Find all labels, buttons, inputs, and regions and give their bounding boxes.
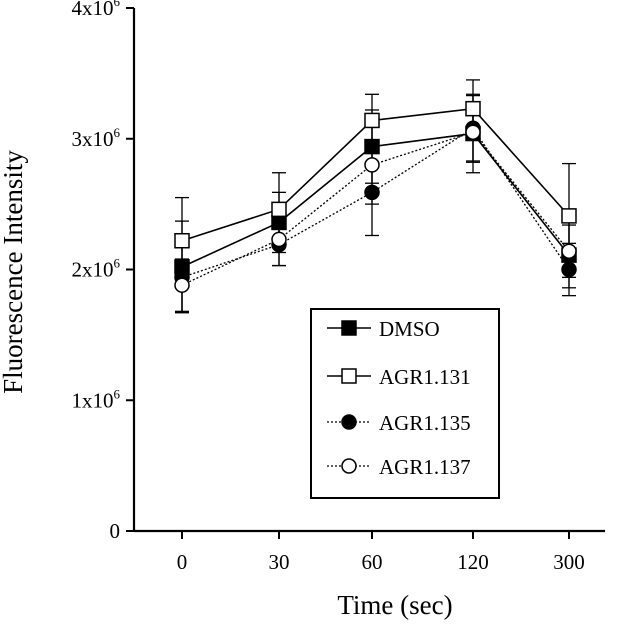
data-point	[271, 231, 287, 248]
x-axis-title: Time (sec)	[337, 590, 452, 620]
plot-area	[174, 79, 577, 314]
legend-marker	[341, 368, 357, 384]
y-tick-exponent: 6	[114, 256, 121, 271]
legend-label: AGR1.131	[379, 365, 471, 389]
y-tick-base: 3x10	[72, 127, 114, 151]
y-tick-exponent: 6	[114, 386, 121, 401]
x-tick-label: 0	[177, 550, 188, 574]
data-point	[561, 243, 577, 259]
data-point	[271, 214, 287, 231]
y-tick-base: 0	[110, 519, 121, 543]
legend-label: AGR1.135	[379, 411, 471, 435]
data-point	[364, 157, 380, 173]
legend: DMSO AGR1.131 AGR1.135 AGR1.137	[310, 308, 500, 499]
y-tick-base: 2x10	[72, 258, 114, 282]
data-point	[465, 124, 481, 140]
y-tick-label: 3x106	[72, 125, 121, 151]
series-errorbars	[175, 101, 576, 312]
x-tick-label: 120	[457, 550, 489, 574]
x-tick-label: 30	[269, 550, 290, 574]
data-point	[364, 184, 380, 201]
data-point	[174, 277, 190, 293]
series-line	[181, 107, 570, 242]
series-points	[174, 100, 577, 249]
y-tick-label: 0	[110, 519, 121, 543]
legend-marker	[341, 458, 357, 474]
y-tick-exponent: 6	[114, 125, 121, 140]
y-tick-label: 2x106	[72, 256, 121, 282]
y-tick-base: 4x10	[72, 0, 114, 20]
series-line-group	[181, 107, 570, 242]
y-tick-label: 1x106	[72, 386, 121, 412]
y-tick-label: 4x106	[72, 0, 121, 20]
series-line	[181, 131, 570, 286]
legend-label: AGR1.137	[379, 455, 471, 479]
data-point	[561, 261, 577, 278]
data-point	[174, 232, 190, 249]
y-tick-exponent: 6	[114, 0, 121, 9]
series-points	[174, 125, 577, 275]
series-points	[174, 124, 577, 293]
x-axis-ticks: 0 30 60 120 300	[177, 531, 585, 574]
series-line-group	[181, 131, 570, 286]
legend-marker	[341, 320, 357, 336]
legend-marker	[341, 414, 357, 430]
x-tick-label: 60	[362, 550, 383, 574]
y-tick-base: 1x10	[72, 388, 114, 412]
x-tick-label: 300	[553, 550, 585, 574]
data-point	[364, 138, 380, 155]
legend-label: DMSO	[379, 317, 440, 341]
data-point	[364, 112, 380, 129]
data-point	[465, 100, 481, 117]
data-point	[561, 208, 577, 224]
y-axis-title: Fluorescence Intensity	[0, 150, 28, 394]
data-point	[271, 201, 287, 218]
